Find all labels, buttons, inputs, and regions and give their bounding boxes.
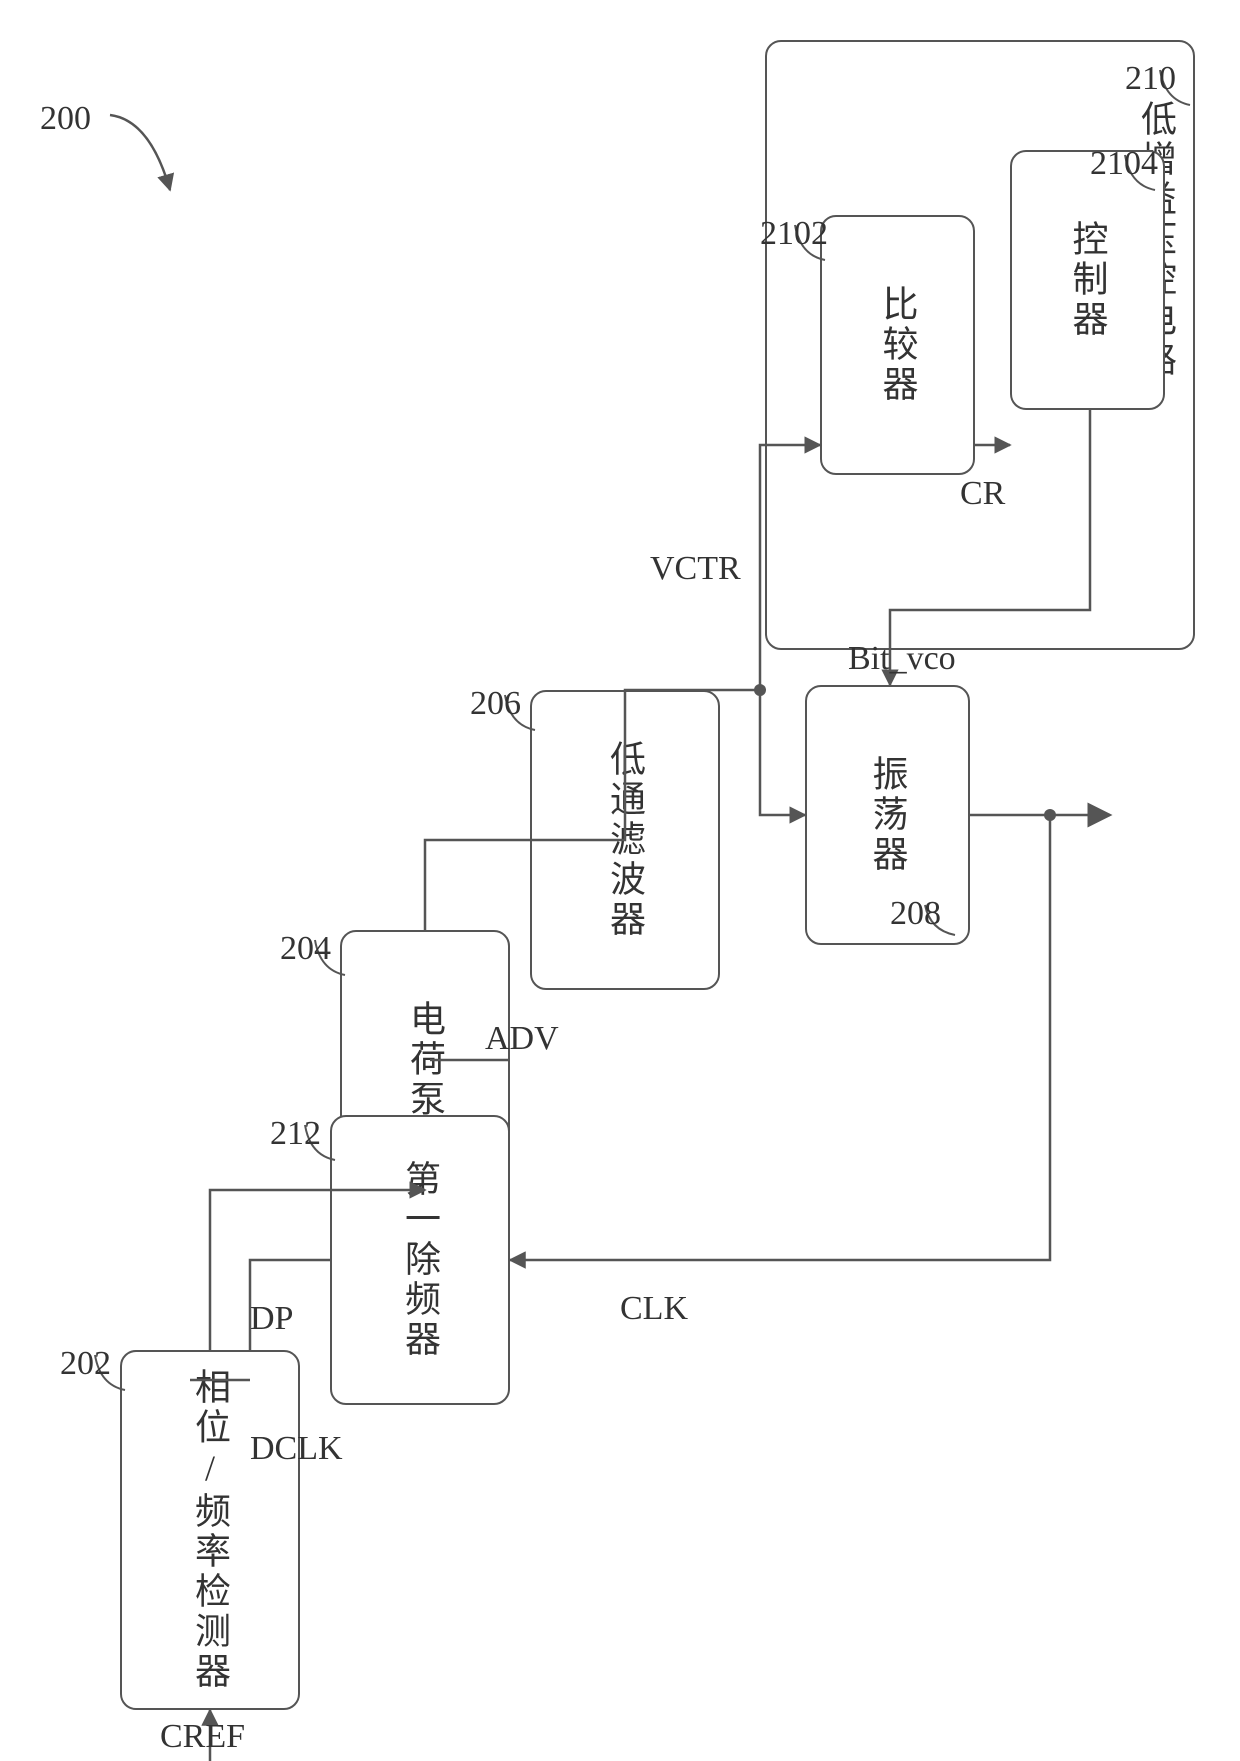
ref-number: 206 [470, 685, 521, 723]
block-first-divider: 第一除频器 [330, 1115, 510, 1405]
ref-number: 204 [280, 930, 331, 968]
ref-number: 210 [1125, 60, 1176, 98]
ref-number: 2104 [1090, 145, 1158, 183]
block-label: 第一除频器 [394, 1160, 446, 1360]
block-label: 振荡器 [862, 755, 914, 875]
signal-cr: CR [960, 475, 1005, 513]
block-phase-freq-detector: 相位/频率检测器 [120, 1350, 300, 1710]
ref-number: 212 [270, 1115, 321, 1153]
ref-number: 2102 [760, 215, 828, 253]
block-controller: 控制器 [1010, 150, 1165, 410]
block-label: 相位/频率检测器 [184, 1368, 236, 1692]
block-label: 电荷泵 [399, 1000, 451, 1120]
block-comparator: 比较器 [820, 215, 975, 475]
signal-adv: ADV [485, 1020, 559, 1058]
signal-dclk: DCLK [250, 1430, 343, 1468]
ref-overall: 200 [40, 100, 91, 138]
block-low-pass-filter: 低通滤波器 [530, 690, 720, 990]
signal-bit-vco: Bit_vco [848, 640, 956, 678]
signal-clk: CLK [620, 1290, 688, 1328]
signal-cref: CREF [160, 1718, 245, 1756]
ref-number: 202 [60, 1345, 111, 1383]
signal-dp: DP [250, 1300, 293, 1338]
ref-number: 208 [890, 895, 941, 933]
block-label: 比较器 [872, 285, 924, 405]
block-oscillator: 振荡器 [805, 685, 970, 945]
diagram-canvas: 低增益压控电路 相位/频率检测器 电荷泵 低通滤波器 振荡器 比较器 控制器 第… [0, 0, 1240, 1761]
block-label: 控制器 [1062, 220, 1114, 340]
block-label: 低通滤波器 [599, 740, 651, 940]
signal-vctr: VCTR [650, 550, 741, 588]
